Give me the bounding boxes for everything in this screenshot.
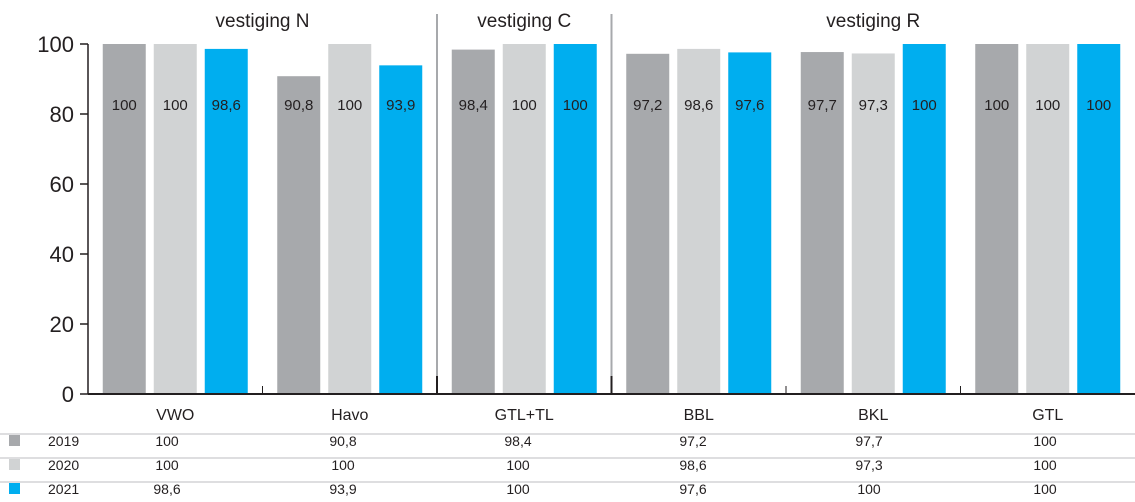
bar	[1026, 44, 1070, 394]
table-cell: 100	[1033, 481, 1057, 497]
bar-value-label: 97,3	[859, 97, 888, 114]
bar-value-label: 97,6	[735, 97, 764, 114]
legend-swatch	[9, 459, 20, 470]
bar-value-label: 98,6	[684, 97, 713, 114]
bar-value-label: 90,8	[284, 97, 313, 114]
y-tick-label: 80	[50, 102, 74, 127]
bar-value-label: 93,9	[386, 97, 415, 114]
table-cell: 100	[506, 457, 530, 473]
y-tick-label: 20	[50, 312, 74, 337]
table-cell: 100	[1033, 457, 1057, 473]
bar	[328, 44, 372, 394]
bar	[502, 44, 546, 394]
bar	[800, 52, 844, 395]
group-titles: vestiging N vestiging C vestiging R	[216, 11, 920, 394]
bar	[902, 44, 946, 394]
x-axis	[88, 376, 1135, 395]
bar	[451, 49, 495, 394]
y-tick-label: 100	[37, 32, 74, 57]
y-tick-label: 0	[62, 382, 74, 407]
data-labels: 100 100 98,6 90,8 100 93,9 98,4 100 100 97,2 98,6 9…	[112, 97, 1112, 114]
table-cell: 100	[857, 481, 881, 497]
bar	[728, 52, 772, 395]
bar	[553, 44, 597, 394]
table-cell: 97,7	[855, 433, 882, 449]
bar	[379, 65, 423, 394]
legend-series-name: 2019	[48, 433, 79, 449]
bar-value-label: 97,2	[633, 97, 662, 114]
bar-value-label: 100	[337, 97, 362, 114]
category-label: BKL	[858, 407, 888, 424]
category-label: BBL	[684, 407, 714, 424]
table-cell: 98,6	[153, 481, 180, 497]
legend-series-name: 2020	[48, 457, 79, 473]
bar	[204, 48, 248, 395]
data-table: 2019 100 90,8 98,4 97,2 97,7 100 2020 100 100 100 9…	[0, 433, 1135, 497]
y-axis: 0 20 40 60 80 100	[37, 32, 89, 407]
bar-value-label: 98,6	[212, 97, 241, 114]
bar	[677, 48, 721, 395]
table-cell: 100	[155, 457, 179, 473]
category-label: GTL	[1032, 407, 1063, 424]
legend-series-name: 2021	[48, 481, 79, 497]
bar-value-label: 97,7	[808, 97, 837, 114]
bar	[851, 53, 895, 394]
bar-value-label: 98,4	[459, 97, 488, 114]
table-cell: 93,9	[329, 481, 356, 497]
bar-value-label: 100	[912, 97, 937, 114]
bar	[975, 44, 1019, 394]
bar-value-label: 100	[1035, 97, 1060, 114]
group-title: vestiging R	[826, 11, 920, 32]
table-cell: 90,8	[329, 433, 356, 449]
bar-value-label: 100	[984, 97, 1009, 114]
table-cell: 100	[331, 457, 355, 473]
group-title: vestiging C	[477, 11, 571, 32]
bar-value-label: 100	[563, 97, 588, 114]
bar	[626, 53, 670, 395]
table-cell: 98,4	[504, 433, 531, 449]
table-cell: 100	[506, 481, 530, 497]
bar-value-label: 100	[512, 97, 537, 114]
group-title: vestiging N	[216, 11, 310, 32]
legend-swatch	[9, 483, 20, 494]
bar	[277, 76, 321, 394]
category-labels: VWO Havo GTL+TL BBL BKL GTL	[156, 407, 1063, 424]
table-cell: 98,6	[679, 457, 706, 473]
table-cell: 100	[1033, 433, 1057, 449]
legend-swatch	[9, 435, 20, 446]
bar	[153, 44, 197, 394]
category-label: Havo	[331, 407, 368, 424]
table-cell: 100	[155, 433, 179, 449]
y-tick-label: 60	[50, 172, 74, 197]
bar-value-label: 100	[1086, 97, 1111, 114]
bar	[102, 44, 146, 394]
bar-value-label: 100	[112, 97, 137, 114]
bars	[102, 44, 1121, 395]
y-tick-label: 40	[50, 242, 74, 267]
bar	[1077, 44, 1121, 394]
table-cell: 97,3	[855, 457, 882, 473]
table-cell: 97,6	[679, 481, 706, 497]
bar-value-label: 100	[163, 97, 188, 114]
category-label: VWO	[156, 407, 194, 424]
table-cell: 97,2	[679, 433, 706, 449]
category-label: GTL+TL	[495, 407, 554, 424]
